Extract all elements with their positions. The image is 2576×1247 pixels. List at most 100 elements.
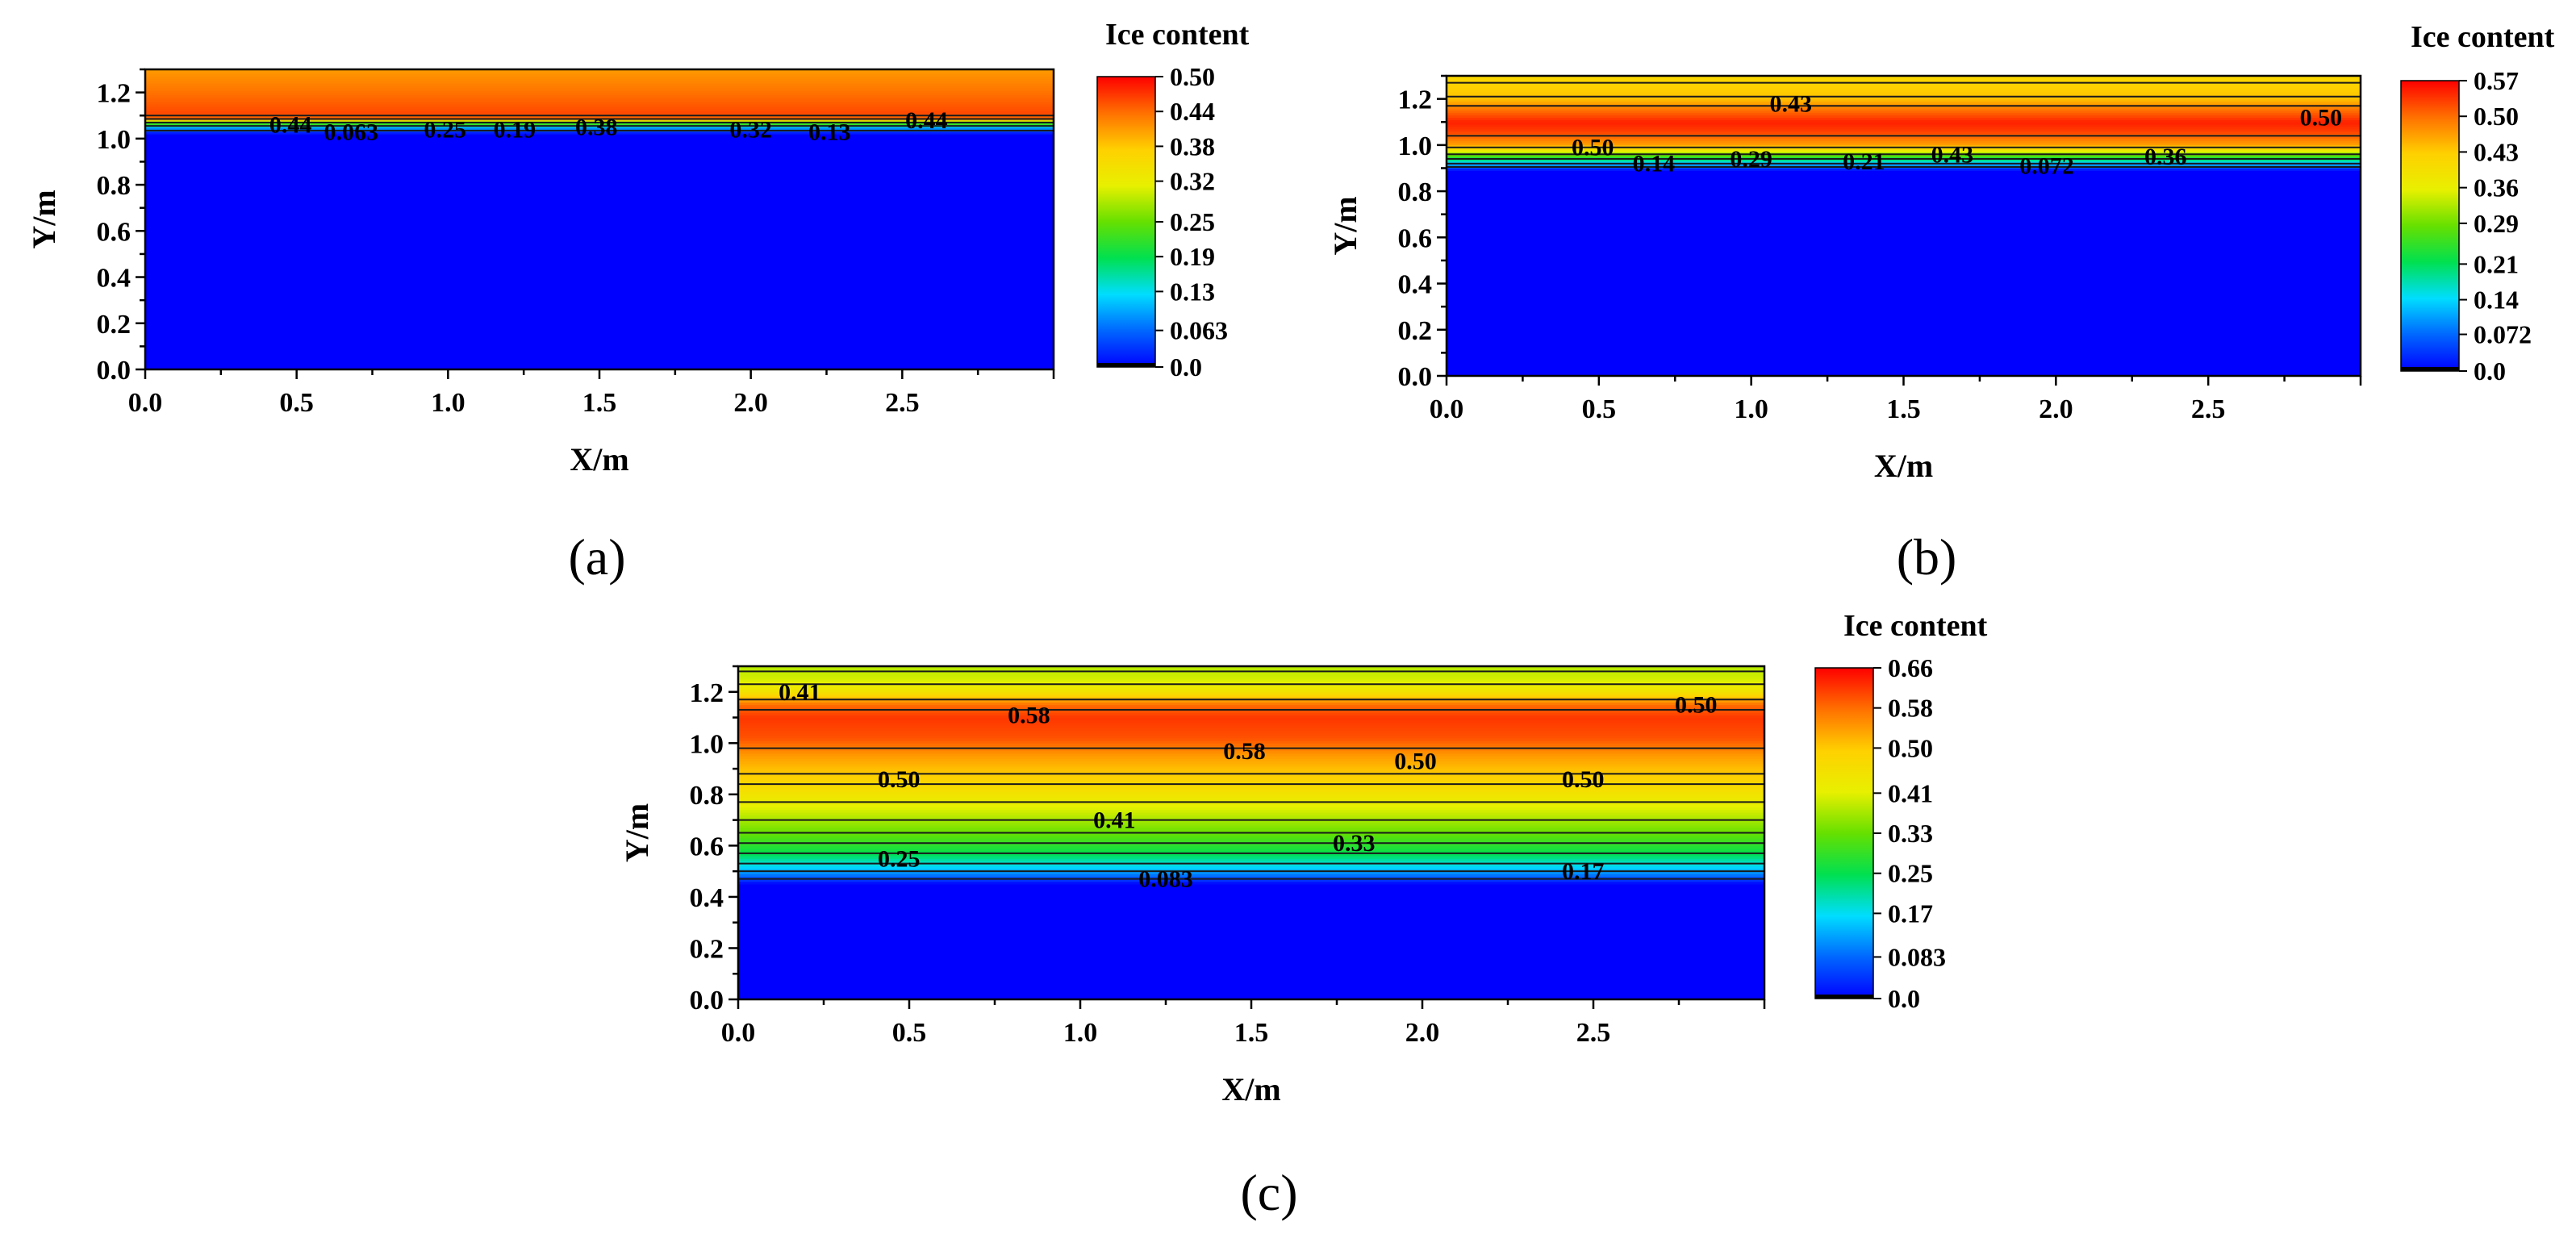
field-strip bbox=[738, 920, 1764, 924]
field-strip bbox=[145, 98, 1054, 102]
colorbar-tick-label: 0.14 bbox=[2474, 286, 2519, 315]
field-strip bbox=[738, 807, 1764, 811]
contour-label: 0.36 bbox=[2144, 144, 2187, 170]
colorbar: 0.66 0.58 0.50 0.41 0.33 0.25 0.17 0.083 0.0 Ice … bbox=[1814, 609, 1988, 1013]
field-strip bbox=[1447, 163, 2361, 167]
field-strip bbox=[145, 323, 1054, 327]
field-strip bbox=[738, 676, 1764, 680]
field-strip bbox=[738, 827, 1764, 831]
field-strip bbox=[738, 742, 1764, 746]
field-strip bbox=[1447, 75, 2361, 79]
field-strip bbox=[738, 683, 1764, 687]
chart-panel-a: 0.44 0.063 0.25 0.19 0.38 0.32 0.13 0.44 0.0 0.5 1… bbox=[26, 18, 1250, 586]
field-strip bbox=[738, 750, 1764, 754]
colorbar-tick-label: 0.32 bbox=[1170, 167, 1215, 196]
x-tick-label: 0.5 bbox=[279, 388, 314, 418]
field-strip bbox=[738, 724, 1764, 728]
field-strip bbox=[738, 881, 1764, 885]
y-tick-label: 0.2 bbox=[97, 310, 132, 340]
field-strip bbox=[1447, 301, 2361, 305]
field-strip bbox=[1447, 248, 2361, 252]
field-strip bbox=[145, 246, 1054, 250]
field-strip bbox=[145, 179, 1054, 183]
field-strip bbox=[145, 265, 1054, 269]
field-strip bbox=[738, 686, 1764, 690]
field-strip bbox=[738, 983, 1764, 987]
field-strip bbox=[1447, 352, 2361, 356]
contour-label: 0.43 bbox=[1931, 141, 1974, 168]
field-strip bbox=[738, 832, 1764, 836]
x-axis-label: X/m bbox=[1221, 1071, 1280, 1107]
field-strip bbox=[1447, 294, 2361, 298]
field-strip bbox=[145, 261, 1054, 264]
field-strip bbox=[1447, 246, 2361, 250]
field-strip bbox=[738, 927, 1764, 931]
field-strip bbox=[145, 115, 1054, 119]
y-axis-label: Y/m bbox=[26, 190, 62, 248]
colorbar-tick-label: 0.0 bbox=[1888, 984, 1920, 1013]
contour-label: 0.58 bbox=[1223, 738, 1266, 765]
x-axis-label: X/m bbox=[570, 441, 628, 478]
field-strip bbox=[1447, 357, 2361, 361]
field-strip bbox=[1447, 359, 2361, 363]
field-strip bbox=[738, 837, 1764, 841]
contour-label: 0.50 bbox=[878, 766, 921, 793]
y-tick-label: 1.2 bbox=[1398, 85, 1433, 115]
field-strip bbox=[145, 191, 1054, 195]
field-strip bbox=[1447, 361, 2361, 365]
field-strip bbox=[1447, 142, 2361, 146]
field-strip bbox=[1447, 186, 2361, 190]
field-strip bbox=[738, 878, 1764, 882]
field-strip bbox=[738, 947, 1764, 952]
y-tick-label: 0.6 bbox=[97, 217, 132, 247]
field-strip bbox=[145, 355, 1054, 359]
field-strip bbox=[1447, 100, 2361, 104]
field-strip bbox=[1447, 153, 2361, 157]
x-tick-label: 2.0 bbox=[1405, 1018, 1440, 1048]
contour-label: 0.58 bbox=[1008, 702, 1050, 728]
field-strip bbox=[738, 935, 1764, 939]
field-strip bbox=[738, 845, 1764, 849]
field-strip bbox=[738, 704, 1764, 708]
field-strip bbox=[145, 211, 1054, 215]
field-strip bbox=[738, 842, 1764, 846]
field-strip bbox=[145, 195, 1054, 199]
field-strip bbox=[738, 970, 1764, 974]
field-strip bbox=[1447, 332, 2361, 335]
colorbar: 0.50 0.44 0.38 0.32 0.25 0.19 0.13 0.063 0.0 Ice … bbox=[1096, 18, 1250, 382]
field-strip bbox=[1447, 230, 2361, 234]
field-strip bbox=[738, 694, 1764, 698]
field-strip bbox=[145, 202, 1054, 206]
field-strip bbox=[1447, 306, 2361, 310]
field-strip bbox=[738, 783, 1764, 787]
field-strip bbox=[1447, 147, 2361, 151]
field-strip bbox=[738, 714, 1764, 719]
field-strip bbox=[145, 147, 1054, 151]
contour-label: 0.32 bbox=[729, 116, 772, 143]
field-strip bbox=[738, 924, 1764, 928]
field-strip bbox=[145, 221, 1054, 225]
contour-label: 0.43 bbox=[1770, 90, 1813, 117]
colorbar-tick-label: 0.25 bbox=[1888, 859, 1933, 888]
colorbar-tick-label: 0.0 bbox=[1170, 352, 1202, 382]
x-tick-label: 1.5 bbox=[582, 388, 617, 418]
field-strip bbox=[738, 717, 1764, 721]
field-strip bbox=[1447, 96, 2361, 100]
field-strip bbox=[145, 327, 1054, 331]
field-strip bbox=[145, 87, 1054, 91]
field-strip bbox=[738, 801, 1764, 806]
field-strip bbox=[145, 361, 1054, 365]
field-strip bbox=[1447, 188, 2361, 192]
field-strip bbox=[1447, 94, 2361, 98]
colorbar-tick-label: 0.41 bbox=[1888, 778, 1933, 807]
field-strip bbox=[1447, 223, 2361, 227]
field-strip bbox=[145, 152, 1054, 156]
field-strip bbox=[738, 691, 1764, 695]
field-strip bbox=[738, 965, 1764, 970]
field-strip bbox=[145, 168, 1054, 172]
field-strip bbox=[738, 791, 1764, 795]
field-strip bbox=[1447, 80, 2361, 84]
field-strip bbox=[738, 768, 1764, 772]
field-strip bbox=[145, 348, 1054, 352]
